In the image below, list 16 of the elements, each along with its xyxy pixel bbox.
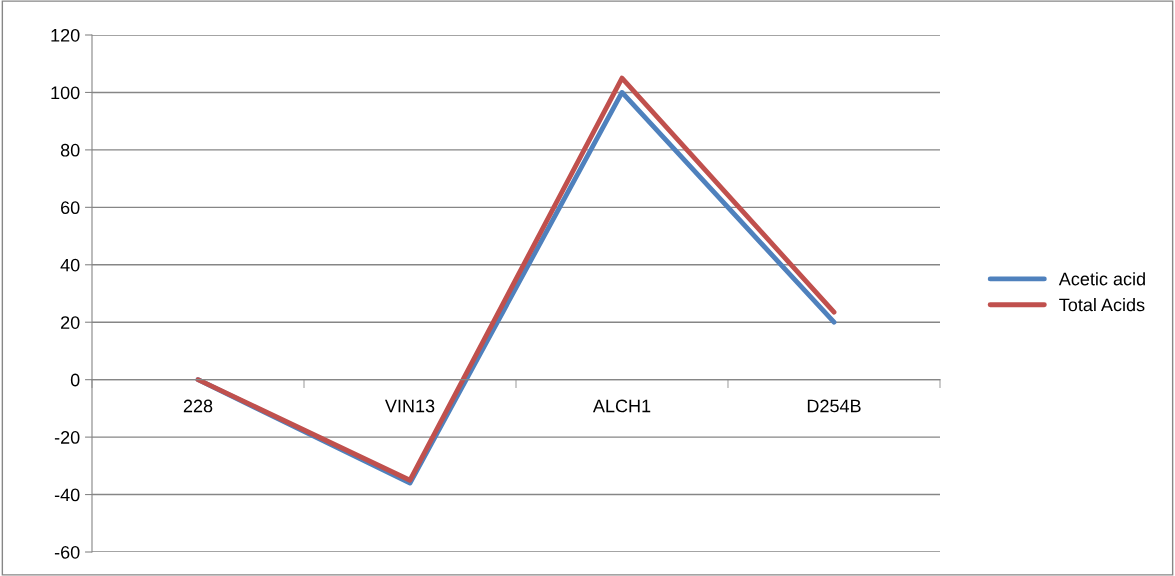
legend-label: Acetic acid: [1058, 272, 1145, 286]
legend-label: Total Acids: [1059, 298, 1145, 312]
y-tick-label: 80: [60, 143, 80, 157]
y-tick-label: 100: [51, 86, 80, 100]
x-tick-label: D254B: [807, 399, 861, 413]
y-tick-label: 0: [70, 373, 80, 387]
y-tick-label: -20: [54, 431, 80, 444]
x-tick-label: 228: [183, 399, 213, 413]
y-tick-label: 120: [51, 28, 80, 42]
y-tick-label: -40: [54, 488, 80, 502]
y-tick-label: 40: [60, 258, 80, 272]
y-tick-label: -60: [54, 545, 80, 559]
x-tick-label: ALCH1: [592, 399, 651, 413]
y-tick-label: 60: [61, 201, 80, 215]
x-tick-label: VIN13: [384, 399, 435, 413]
y-tick-label: 20: [61, 316, 80, 329]
